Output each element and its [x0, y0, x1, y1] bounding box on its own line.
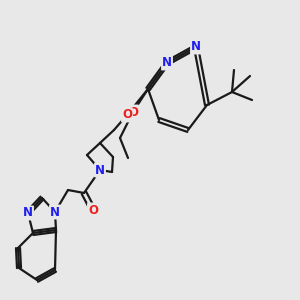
Text: N: N	[50, 206, 60, 218]
Text: O: O	[122, 109, 132, 122]
Text: N: N	[23, 206, 33, 220]
Text: N: N	[162, 56, 172, 70]
Text: N: N	[191, 40, 201, 53]
Text: O: O	[128, 106, 138, 118]
Text: O: O	[88, 203, 98, 217]
Text: N: N	[95, 164, 105, 176]
